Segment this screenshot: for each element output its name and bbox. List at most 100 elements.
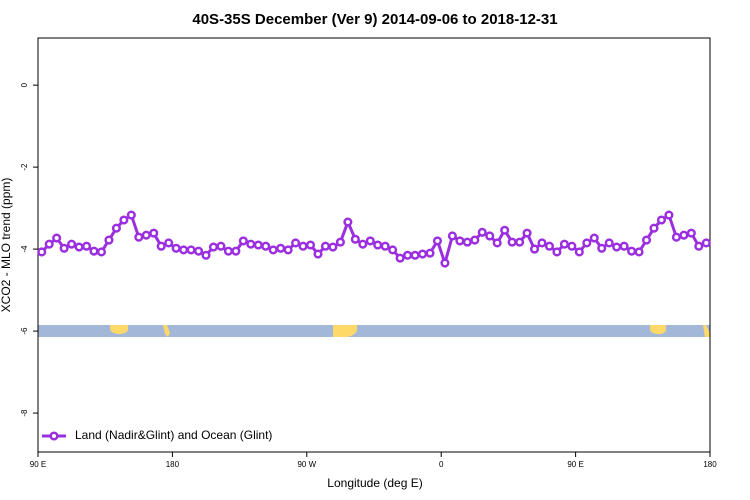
data-point [246,239,256,249]
data-point [358,239,368,249]
data-point [403,250,413,260]
data-point [634,247,644,257]
surface-band [38,325,710,337]
data-point [343,217,353,227]
data-point [179,245,189,255]
data-point [276,243,286,253]
data-point [507,237,517,247]
x-tick-label: 180 [166,460,180,469]
data-point [328,242,338,252]
data-point [388,245,398,255]
data-point [477,227,487,237]
data-point [67,239,77,249]
data-point [641,235,652,245]
data-point [500,225,510,235]
data-point [313,249,323,259]
data-point [537,238,547,248]
data-point [701,238,711,248]
data-point [544,241,555,251]
data-point [649,223,659,233]
data-point [470,235,480,245]
data-point [104,235,114,245]
data-point [74,242,84,252]
data-point [37,247,47,257]
data-point [447,231,457,241]
data-point [149,228,159,238]
x-axis-label: Longitude (deg E) [327,476,422,490]
y-tick-label: -6 [20,327,29,335]
data-point [283,245,293,255]
data-point [208,242,219,252]
data-point [141,230,151,240]
data-point [694,241,704,251]
data-point [223,246,233,256]
data-point [171,243,181,253]
data-point [619,241,629,251]
data-point [612,242,622,252]
data-point [522,228,532,238]
data-point [305,240,316,250]
legend-label: Land (Nadir&Glint) and Ocean (Glint) [75,428,272,442]
x-tick-label: 180 [703,460,717,469]
x-tick-label: 90 E [567,460,583,469]
y-tick-label: -2 [20,163,29,171]
data-point [253,240,263,250]
data-point [552,247,562,257]
data-point [89,246,99,256]
data-point [111,223,121,233]
data-point [291,238,301,248]
data-point [44,239,54,249]
chart-title: 40S-35S December (Ver 9) 2014-09-06 to 2… [192,11,557,28]
data-point [440,258,450,268]
data-point [298,241,308,251]
x-tick-label: 90 E [30,460,46,469]
data-point [432,236,443,246]
data-point [320,241,331,251]
data-point [515,237,525,247]
data-point [134,232,144,242]
data-point [559,239,569,249]
data-point [238,236,248,246]
data-point [201,250,211,260]
data-point [679,230,689,240]
data-point [492,238,502,248]
data-point [425,248,435,258]
data-point [664,210,674,220]
data-point [589,233,599,243]
data-point [686,228,696,238]
data-point [395,253,405,263]
data-point [52,233,62,243]
data-point [81,241,92,251]
data-point [96,247,107,257]
data-point [119,215,129,225]
data-point [59,243,69,253]
data-point [156,241,166,251]
data-point [656,215,667,225]
data-point [261,241,271,251]
data-point [268,245,278,255]
data-point [462,237,472,247]
x-tick-label: 0 [439,460,444,469]
data-point [627,246,637,256]
data-point [216,241,226,251]
data-point [126,210,136,220]
data-point [373,240,383,250]
legend-marker [49,431,59,441]
data-point [574,247,584,257]
data-point [455,236,465,246]
data-point [567,241,577,251]
data-point [671,232,681,242]
data-point [186,245,196,255]
y-tick-label: -8 [20,409,29,417]
data-point [604,238,614,248]
data-point [529,244,540,254]
data-point [193,246,204,256]
data-point [350,234,360,244]
data-point [417,249,428,259]
data-point [365,236,375,246]
x-tick-label: 90 W [297,460,316,469]
data-point [380,241,390,251]
data-point [164,238,174,248]
data-point [231,246,241,256]
